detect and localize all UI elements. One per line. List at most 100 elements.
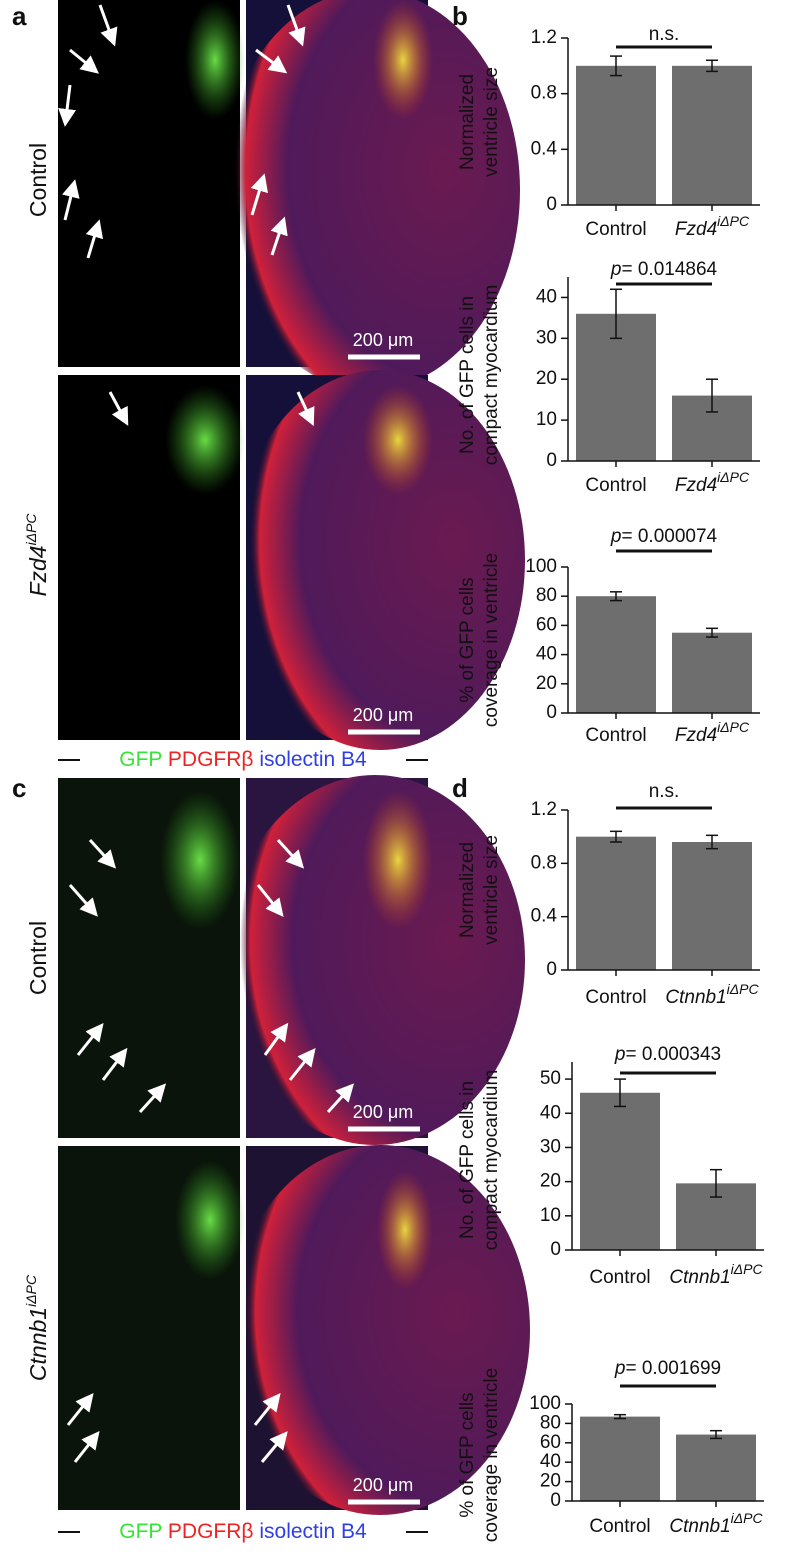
p-value: = 0.000074 xyxy=(621,526,717,547)
y-tick-label: 40 xyxy=(540,1102,561,1123)
y-tick-label: 0 xyxy=(546,702,557,723)
significance-label: p= 0.000343 xyxy=(614,1044,721,1065)
y-tick-label: 60 xyxy=(540,1432,561,1453)
x-tick-label: Fzd4iΔPC xyxy=(675,469,750,496)
panel-label: a xyxy=(12,1,27,31)
y-tick-label: 20 xyxy=(536,673,557,694)
y-axis-label: % of GFP cells xyxy=(457,577,478,702)
category-superscript: iΔPC xyxy=(727,981,760,997)
panel-label: b xyxy=(452,1,468,31)
y-tick-label: 0.8 xyxy=(531,852,557,873)
row-superscript: iΔPC xyxy=(23,1274,39,1307)
y-tick-label: 10 xyxy=(540,1205,561,1226)
y-tick-label: 80 xyxy=(536,585,557,606)
y-axis-label: compact myocardium xyxy=(481,1070,502,1251)
y-tick-label: 20 xyxy=(540,1171,561,1192)
y-tick-label: 20 xyxy=(540,1471,561,1492)
scale-bar-label: 200 μm xyxy=(353,1102,413,1122)
bar xyxy=(672,632,752,713)
y-tick-label: 0 xyxy=(546,959,557,980)
category: Control xyxy=(585,219,646,240)
scale-bars xyxy=(348,354,420,1505)
y-tick-label: 20 xyxy=(536,368,557,389)
x-tick-label: Control xyxy=(585,475,646,496)
y-tick-label: 30 xyxy=(536,327,557,348)
category: Fzd4 xyxy=(675,219,717,240)
y-tick-label: 0.8 xyxy=(531,83,557,104)
y-tick-label: 40 xyxy=(536,286,557,307)
significance-label: p= 0.001699 xyxy=(614,1358,721,1379)
significance-label: p= 0.014864 xyxy=(610,259,718,280)
y-tick-label: 0 xyxy=(550,1490,561,1511)
x-tick-label: Control xyxy=(589,1516,650,1537)
y-tick-label: 0.4 xyxy=(531,906,558,927)
y-tick-label: 50 xyxy=(540,1068,561,1089)
x-tick-label: Ctnnb1iΔPC xyxy=(665,981,759,1008)
bar xyxy=(576,836,656,970)
category: Ctnnb1 xyxy=(669,1267,730,1288)
stain-legend: GFP PDGFRβ isolectin B4 xyxy=(119,1520,367,1543)
y-axis-label: Normalized xyxy=(457,74,478,170)
arrows xyxy=(58,4,355,1463)
category: Fzd4 xyxy=(675,475,717,496)
category-superscript: iΔPC xyxy=(717,719,750,735)
p-value: = 0.014864 xyxy=(621,259,717,280)
p-value: n.s. xyxy=(649,24,680,45)
category-superscript: iΔPC xyxy=(717,469,750,485)
y-tick-label: 1.2 xyxy=(531,799,557,820)
p-value: = 0.001699 xyxy=(625,1358,721,1379)
y-tick-label: 60 xyxy=(536,614,557,635)
bar xyxy=(672,65,752,205)
y-axis-label: ventricle size xyxy=(481,67,502,177)
stain: isolectin B4 xyxy=(259,1520,367,1543)
stain: PDGFRβ xyxy=(168,748,254,771)
scale-bar-label: 200 μm xyxy=(353,705,413,725)
y-axis-label: % of GFP cells xyxy=(457,1392,478,1517)
scale-bar-label: 200 μm xyxy=(353,1475,413,1495)
y-tick-label: 0.4 xyxy=(531,138,558,159)
y-tick-label: 0 xyxy=(546,450,557,471)
row-gene: Fzd4 xyxy=(25,545,51,596)
bar xyxy=(576,65,656,205)
y-tick-label: 100 xyxy=(525,556,557,577)
stain: PDGFRβ xyxy=(168,1520,254,1543)
y-axis-label: coverage in ventricle xyxy=(481,1368,502,1542)
row-label: Fzd4iΔPC xyxy=(23,513,51,597)
y-tick-label: 0 xyxy=(550,1239,561,1260)
p-symbol: p xyxy=(610,259,622,280)
y-tick-label: 10 xyxy=(536,409,557,430)
row-gene: Ctnnb1 xyxy=(25,1307,51,1381)
category: Fzd4 xyxy=(675,725,717,746)
x-tick-label: Control xyxy=(585,725,646,746)
panel-label: c xyxy=(12,773,26,803)
panel-label: d xyxy=(452,773,468,803)
y-axis-label: coverage in ventricle xyxy=(481,553,502,727)
significance-label: p= 0.000074 xyxy=(610,526,718,547)
x-tick-label: Control xyxy=(585,987,646,1008)
y-axis-label: Normalized xyxy=(457,842,478,938)
stain: isolectin B4 xyxy=(259,748,367,771)
y-tick-label: 0 xyxy=(546,194,557,215)
category: Control xyxy=(585,475,646,496)
category: Control xyxy=(589,1267,650,1288)
bar xyxy=(580,1092,660,1250)
x-tick-label: Control xyxy=(585,219,646,240)
scale-bar-label: 200 μm xyxy=(353,330,413,350)
x-tick-label: Fzd4iΔPC xyxy=(675,719,750,746)
bar xyxy=(672,842,752,970)
bar xyxy=(676,1434,756,1501)
p-symbol: p xyxy=(610,526,622,547)
p-symbol: p xyxy=(614,1358,626,1379)
significance-label: n.s. xyxy=(649,24,680,45)
bar xyxy=(580,1416,660,1501)
row-superscript: iΔPC xyxy=(23,513,39,546)
row-label: Ctnnb1iΔPC xyxy=(23,1274,51,1381)
significance-label: n.s. xyxy=(649,781,680,802)
y-axis-label: ventricle size xyxy=(481,835,502,945)
stain-legend: GFP PDGFRβ isolectin B4 xyxy=(119,748,367,771)
p-value: = 0.000343 xyxy=(625,1044,721,1065)
category: Control xyxy=(589,1516,650,1537)
p-symbol: p xyxy=(614,1044,626,1065)
y-tick-label: 40 xyxy=(536,644,557,665)
category-superscript: iΔPC xyxy=(731,1261,764,1277)
